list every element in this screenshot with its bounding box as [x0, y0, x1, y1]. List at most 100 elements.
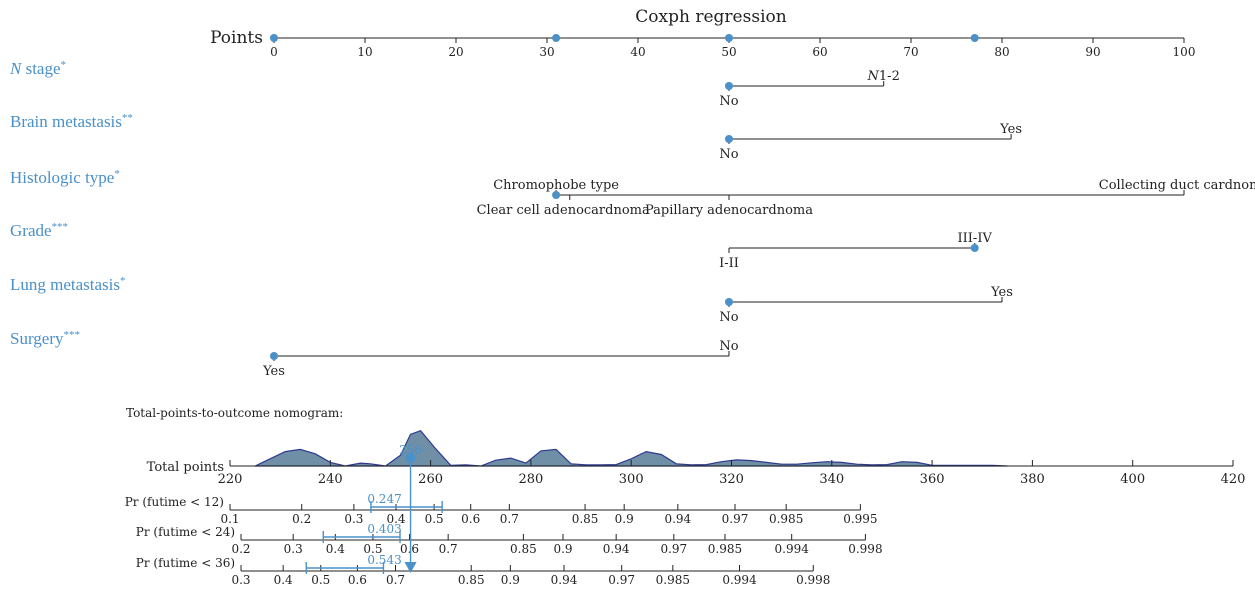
probability-tick-label: 0.85	[510, 542, 537, 556]
probability-tick-label: 0.94	[603, 542, 630, 556]
probability-tick-label: 0.2	[231, 542, 250, 556]
probability-tick-label: 0.1	[220, 512, 239, 526]
level-label: No	[719, 147, 738, 162]
significance-stars: ***	[52, 221, 69, 233]
probability-tick-label: 0.97	[722, 512, 749, 526]
level-label: Yes	[990, 285, 1013, 300]
probability-tick-label: 0.6	[400, 542, 419, 556]
significance-stars: ***	[64, 329, 81, 341]
total-tick-label: 380	[1020, 472, 1045, 487]
variable-label-text: stage	[21, 59, 60, 78]
probability-tick-label: 0.3	[284, 542, 303, 556]
variable-label-text: Histologic type	[10, 168, 114, 187]
total-points-caption: Total-points-to-outcome nomogram:	[126, 406, 343, 420]
probability-tick-label: 0.4	[274, 573, 293, 587]
level-label: No	[719, 310, 738, 325]
significance-stars: *	[114, 168, 120, 180]
total-tick-label: 320	[719, 472, 744, 487]
probability-tick-label: 0.994	[775, 542, 810, 556]
probability-tick-label: 0.998	[848, 542, 882, 556]
variable-label-text: Grade	[10, 221, 52, 240]
level-label: Papillary adenocardnoma	[645, 203, 813, 218]
variable-label: Surgery***	[10, 329, 80, 348]
points-tick-label: 50	[721, 45, 736, 59]
level-label: I-II	[719, 256, 739, 271]
points-axis: Points 0 10 20 30 40 50 60 70 80 90 100	[210, 28, 1195, 59]
points-tick-label: 30	[539, 45, 554, 59]
selection-arrow	[404, 562, 417, 573]
points-tick-label: 0	[270, 45, 278, 59]
predicted-probability-label: 0.247	[367, 492, 401, 506]
points-tick-label: 40	[630, 45, 645, 59]
probability-tick-label: 0.3	[231, 573, 250, 587]
level-label-text: 1-2	[879, 69, 900, 84]
total-points-density	[254, 429, 1008, 467]
total-tick-label: 340	[819, 472, 844, 487]
selection-marker: 256	[399, 443, 422, 573]
points-axis-label: Points	[210, 28, 263, 48]
probability-tick-label: 0.3	[344, 512, 363, 526]
variable-label: Histologic type*	[10, 168, 120, 187]
points-marker	[270, 34, 278, 42]
selected-level-marker	[725, 135, 733, 143]
probability-tick-label: 0.7	[500, 512, 519, 526]
significance-stars: **	[122, 112, 133, 124]
probability-tick-label: 0.94	[664, 512, 691, 526]
points-marker	[552, 34, 561, 42]
density-curve	[254, 429, 1008, 467]
total-tick-label: 400	[1120, 472, 1145, 487]
significance-stars: *	[120, 275, 126, 287]
probability-tick-label: 0.995	[843, 512, 877, 526]
probability-tick-label: 0.94	[551, 573, 578, 587]
probability-tick-label: 0.9	[501, 573, 520, 587]
variable-label: Grade***	[10, 221, 68, 240]
total-tick-label: 300	[619, 472, 644, 487]
variable-label: N stage*	[9, 59, 66, 78]
probability-tick-label: 0.85	[572, 512, 599, 526]
level-label: No	[719, 339, 738, 354]
level-label: Clear cell adenocardnoma	[477, 203, 650, 218]
selected-total-label: 256	[399, 443, 422, 457]
level-label: No	[719, 94, 738, 109]
probability-tick-label: 0.6	[461, 512, 480, 526]
level-label: Yes	[999, 122, 1022, 137]
level-label-italic: N	[867, 69, 880, 84]
level-label: III-IV	[958, 231, 993, 246]
predicted-probability-label: 0.403	[367, 522, 401, 536]
points-tick-label: 90	[1085, 45, 1100, 59]
chart-title: Coxph regression	[635, 7, 786, 27]
probability-tick-label: 0.5	[425, 512, 444, 526]
points-tick-label: 100	[1173, 45, 1196, 59]
probability-axis-label: Pr (futime < 24)	[136, 525, 235, 539]
variable-label-text: Surgery	[10, 329, 64, 348]
selected-level-marker	[725, 298, 733, 306]
probability-tick-label: 0.9	[615, 512, 634, 526]
probability-tick-label: 0.97	[660, 542, 687, 556]
points-tick-label: 60	[812, 45, 827, 59]
probability-tick-label: 0.985	[656, 573, 690, 587]
probability-tick-label: 0.9	[553, 542, 572, 556]
total-tick-label: 360	[920, 472, 945, 487]
probability-tick-label: 0.85	[458, 573, 485, 587]
points-marker	[725, 34, 733, 42]
points-marker	[970, 34, 979, 42]
probability-tick-label: 0.4	[326, 542, 345, 556]
points-tick-label: 10	[357, 45, 372, 59]
selected-total-marker	[405, 453, 416, 463]
probability-tick-label: 0.2	[292, 512, 311, 526]
probability-tick-label: 0.5	[363, 542, 382, 556]
variable-label: Lung metastasis*	[10, 275, 126, 294]
predicted-probability-label: 0.543	[367, 553, 401, 567]
probability-axes: Pr (futime < 12) 0.1 0.2 0.3 0.4 0.5 0.6 0.7 0.8…	[125, 492, 883, 587]
points-tick-label: 70	[903, 45, 918, 59]
total-tick-label: 280	[518, 472, 543, 487]
points-tick-label: 20	[448, 45, 463, 59]
probability-tick-label: 0.7	[439, 542, 458, 556]
probability-tick-label: 0.4	[386, 512, 405, 526]
selected-level-marker	[970, 244, 979, 252]
probability-tick-label: 0.985	[769, 512, 803, 526]
selected-level-marker	[270, 352, 278, 360]
variable-label: Brain metastasis**	[10, 112, 133, 131]
probability-axis-label: Pr (futime < 36)	[136, 556, 235, 570]
